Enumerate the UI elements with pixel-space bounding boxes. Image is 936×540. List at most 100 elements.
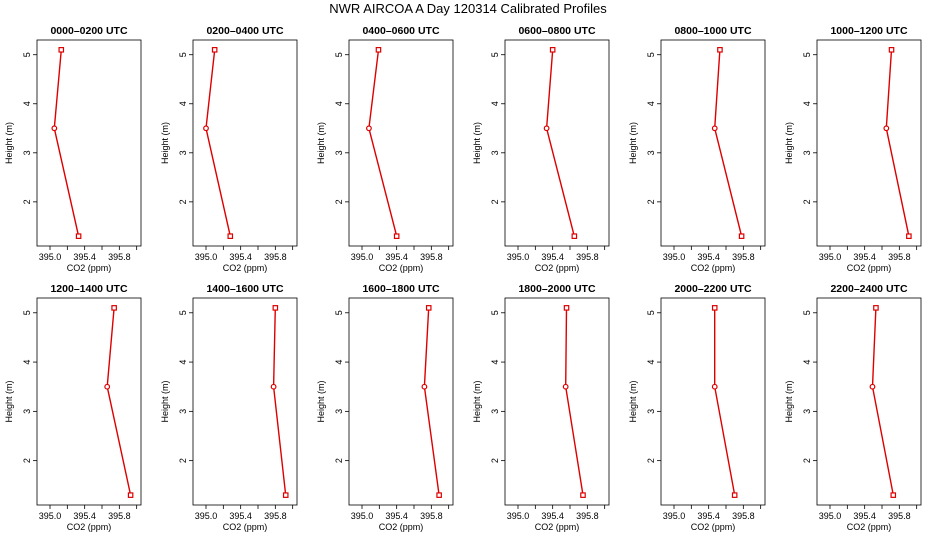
y-tick-label: 2	[22, 199, 32, 204]
data-point	[75, 233, 82, 239]
data-point	[869, 383, 876, 390]
y-tick-label: 3	[490, 150, 500, 155]
y-axis-label: Height (m)	[160, 122, 170, 164]
profile-line	[713, 49, 743, 237]
x-tick-label: 395.4	[853, 252, 876, 262]
profile-line	[205, 49, 231, 237]
y-tick-label: 3	[22, 409, 32, 414]
profile-line	[272, 307, 287, 496]
x-tick-label: 395.8	[888, 252, 911, 262]
y-tick-label: 4	[22, 101, 32, 106]
y-tick-label: 3	[334, 150, 344, 155]
x-axis-label: CO2 (ppm)	[535, 522, 580, 532]
data-point	[111, 305, 117, 311]
plot-frame	[816, 297, 922, 506]
profile-line	[106, 307, 132, 496]
panel-title: 0600–0800 UTC	[518, 25, 595, 37]
plot-frame	[660, 297, 766, 506]
x-tick-label: 395.8	[732, 252, 755, 262]
data-point	[436, 492, 442, 498]
x-tick-label: 395.0	[39, 252, 62, 262]
y-tick-label: 5	[646, 52, 656, 57]
profile-line	[368, 49, 398, 237]
data-point	[211, 47, 218, 53]
x-tick-label: 395.4	[73, 252, 96, 262]
plot-frame	[36, 297, 142, 506]
figure-title: NWR AIRCOA A Day 120314 Calibrated Profi…	[329, 1, 607, 16]
y-tick-label: 5	[22, 310, 32, 315]
x-axis-label: CO2 (ppm)	[691, 522, 736, 532]
y-tick-label: 5	[646, 310, 656, 315]
y-tick-label: 3	[490, 409, 500, 414]
panel-title: 1000–1200 UTC	[830, 25, 907, 37]
y-tick-label: 4	[490, 360, 500, 365]
data-point	[393, 233, 400, 239]
data-point	[906, 233, 912, 239]
plot-frame	[348, 297, 454, 506]
x-tick-label: 395.4	[697, 252, 720, 262]
y-tick-label: 4	[178, 360, 188, 365]
profile-line	[885, 49, 910, 237]
x-tick-label: 395.8	[576, 511, 599, 521]
data-point	[104, 383, 111, 390]
data-point	[711, 305, 718, 311]
x-tick-label: 395.8	[576, 252, 599, 262]
y-tick-label: 2	[178, 458, 188, 463]
x-tick-label: 395.8	[108, 511, 131, 521]
panel-title: 2000–2200 UTC	[674, 283, 751, 295]
data-point	[563, 305, 570, 311]
profile-line	[545, 49, 575, 237]
y-tick-label: 4	[334, 101, 344, 106]
data-point	[562, 383, 569, 390]
x-tick-label: 395.8	[888, 511, 911, 521]
y-tick-label: 4	[646, 101, 656, 106]
x-axis-label: CO2 (ppm)	[379, 263, 424, 273]
x-axis-label: CO2 (ppm)	[223, 522, 268, 532]
x-tick-label: 395.8	[420, 511, 443, 521]
y-tick-label: 4	[802, 360, 812, 365]
y-tick-label: 5	[178, 52, 188, 57]
y-tick-label: 2	[334, 199, 344, 204]
plot-frame	[348, 39, 454, 247]
y-tick-label: 5	[334, 52, 344, 57]
y-tick-label: 5	[22, 52, 32, 57]
y-tick-label: 3	[334, 409, 344, 414]
data-point	[272, 305, 279, 311]
y-axis-label: Height (m)	[784, 122, 794, 164]
y-tick-label: 4	[646, 360, 656, 365]
data-point	[270, 383, 277, 390]
data-point	[203, 125, 209, 132]
panel-title: 1800–2000 UTC	[518, 283, 595, 295]
data-point	[425, 305, 432, 311]
panel-title: 1600–1800 UTC	[362, 283, 439, 295]
x-tick-label: 395.4	[73, 511, 96, 521]
data-point	[711, 383, 718, 390]
y-tick-label: 4	[490, 101, 500, 106]
x-axis-label: CO2 (ppm)	[67, 263, 112, 273]
y-tick-label: 5	[802, 310, 812, 315]
x-tick-label: 395.0	[663, 252, 686, 262]
x-tick-label: 395.8	[108, 252, 131, 262]
y-tick-label: 3	[646, 150, 656, 155]
x-tick-label: 395.4	[385, 511, 408, 521]
profile-line	[53, 49, 80, 237]
data-point	[731, 492, 738, 498]
plot-frame	[504, 39, 610, 247]
x-tick-label: 395.0	[195, 511, 218, 521]
x-axis-label: CO2 (ppm)	[691, 263, 736, 273]
y-tick-label: 2	[646, 199, 656, 204]
data-point	[580, 492, 586, 498]
y-tick-label: 4	[178, 101, 188, 106]
y-axis-label: Height (m)	[4, 380, 14, 422]
x-tick-label: 395.4	[541, 252, 564, 262]
data-point	[375, 47, 382, 53]
x-axis-label: CO2 (ppm)	[223, 263, 268, 273]
x-axis-label: CO2 (ppm)	[847, 522, 892, 532]
y-axis-label: Height (m)	[628, 122, 638, 164]
